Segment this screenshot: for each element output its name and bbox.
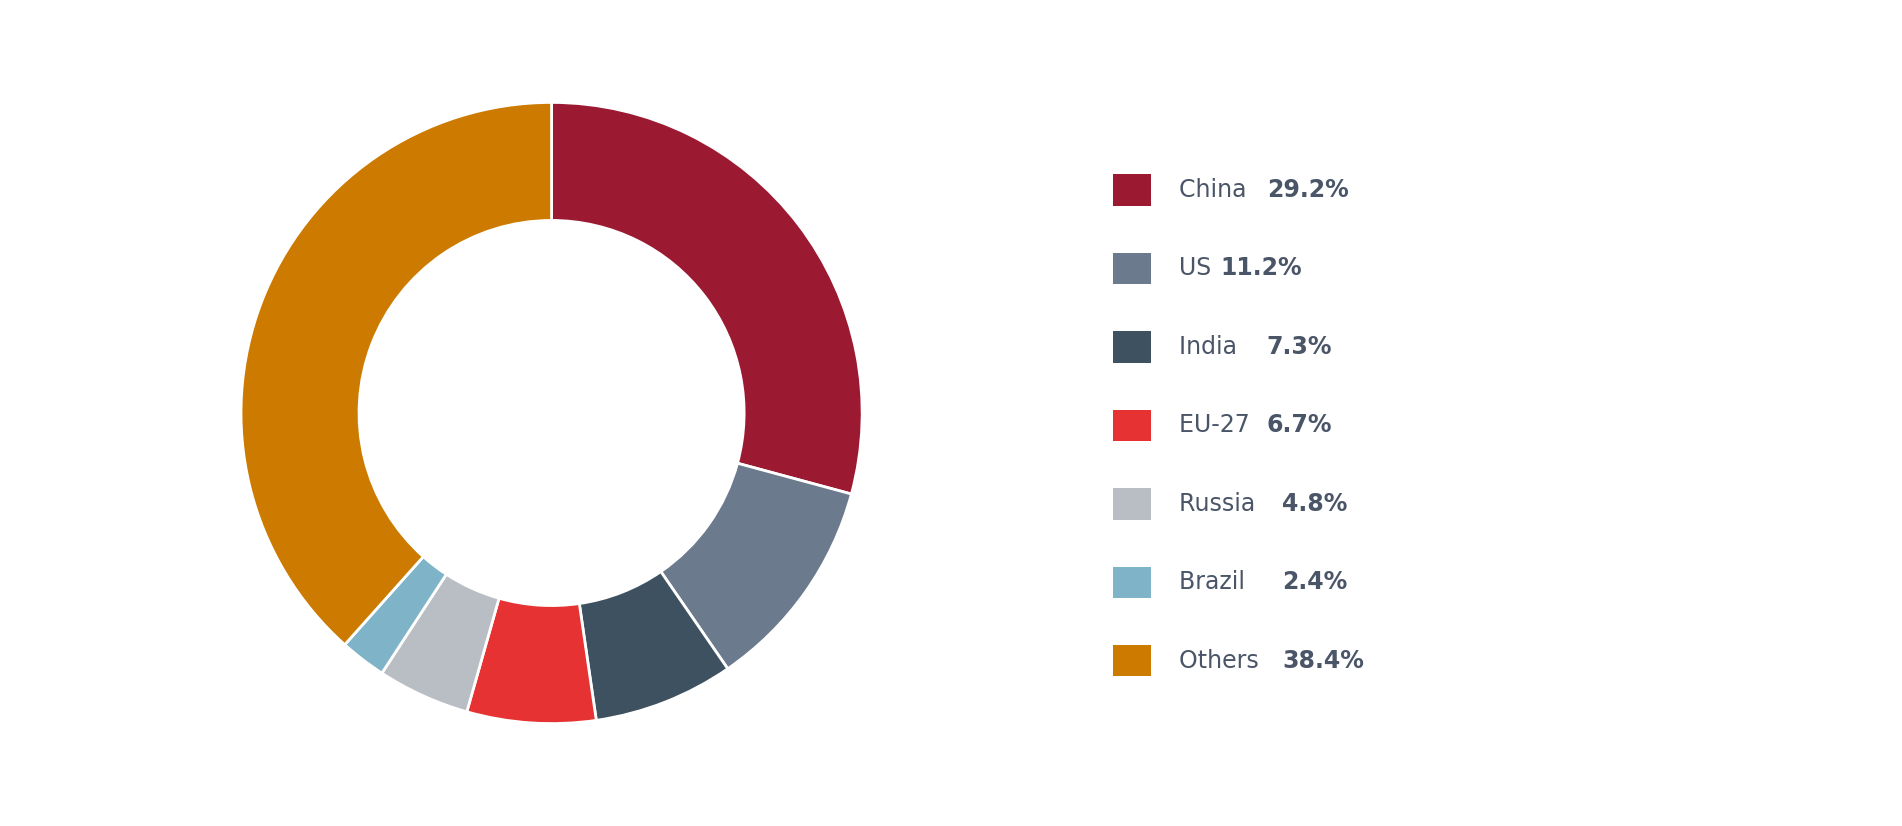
Text: 29.2%: 29.2% bbox=[1267, 178, 1349, 202]
Text: 2.4%: 2.4% bbox=[1282, 570, 1349, 595]
Wedge shape bbox=[552, 102, 862, 494]
Wedge shape bbox=[466, 598, 597, 724]
Text: Brazil: Brazil bbox=[1179, 570, 1253, 595]
Wedge shape bbox=[344, 557, 447, 673]
Text: Others: Others bbox=[1179, 648, 1267, 673]
Text: US: US bbox=[1179, 256, 1219, 281]
Wedge shape bbox=[660, 463, 852, 669]
Text: India: India bbox=[1179, 335, 1244, 359]
Text: 6.7%: 6.7% bbox=[1267, 413, 1331, 438]
Text: China: China bbox=[1179, 178, 1253, 202]
Wedge shape bbox=[580, 572, 728, 720]
Wedge shape bbox=[382, 574, 498, 712]
Wedge shape bbox=[242, 102, 552, 644]
Text: EU-27: EU-27 bbox=[1179, 413, 1257, 438]
Text: 38.4%: 38.4% bbox=[1282, 648, 1364, 673]
Text: 4.8%: 4.8% bbox=[1282, 491, 1349, 516]
Text: Russia: Russia bbox=[1179, 491, 1263, 516]
Text: 7.3%: 7.3% bbox=[1267, 335, 1331, 359]
Text: 11.2%: 11.2% bbox=[1219, 256, 1301, 281]
